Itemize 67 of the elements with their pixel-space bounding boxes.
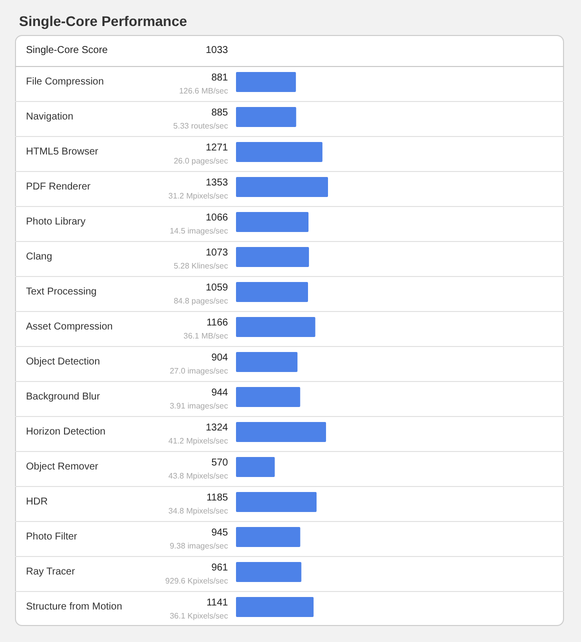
data-label: 570	[211, 458, 228, 468]
y-tick-label: Object Detection	[26, 356, 100, 368]
y-tick-label: Text Processing	[26, 286, 97, 298]
y-tick-label: Background Blur	[26, 392, 101, 402]
y-tick-label: Photo Library	[26, 216, 86, 228]
bar	[236, 492, 317, 512]
y-tick-label: HTML5 Browser	[26, 146, 99, 158]
text: 84.8 pages/sec	[174, 296, 228, 306]
data-label: 1185	[206, 492, 228, 504]
text: 5.33 routes/sec	[173, 122, 228, 130]
bar	[236, 352, 298, 372]
y-tick-label: Horizon Detection	[26, 426, 106, 438]
bar	[236, 107, 296, 127]
text: 14.5 images/sec	[170, 226, 228, 236]
bar	[236, 247, 309, 267]
y-tick-label: Clang	[26, 252, 52, 262]
bar	[236, 387, 300, 407]
y-tick-label: HDR	[26, 496, 48, 508]
data-label: 904	[211, 352, 228, 364]
text: 126.6 MB/sec	[179, 86, 228, 96]
y-tick-label: Ray Tracer	[26, 566, 76, 578]
data-label: 1066	[206, 212, 228, 224]
data-label: 944	[211, 388, 228, 398]
bar	[236, 177, 328, 197]
data-label: 885	[211, 108, 228, 118]
data-label: 1141	[206, 598, 228, 608]
text: 5.28 Klines/sec	[174, 262, 228, 270]
text: 27.0 images/sec	[170, 366, 228, 376]
text: 36.1 Kpixels/sec	[170, 612, 228, 620]
bar	[236, 457, 275, 477]
y-tick-label: Structure from Motion	[26, 602, 122, 612]
text: 9.38 images/sec	[170, 542, 228, 550]
text: 36.1 MB/sec	[184, 332, 228, 340]
data-label: 1324	[206, 422, 228, 434]
bar	[236, 527, 300, 547]
y-tick-label: Navigation	[26, 112, 74, 122]
text: Single-Core Performance	[19, 13, 188, 29]
text: 34.8 Mpixels/sec	[168, 506, 228, 516]
bar	[236, 72, 296, 92]
data-label: 945	[211, 528, 228, 538]
bar	[236, 597, 314, 617]
text: 1033	[206, 45, 228, 56]
text: 31.2 Mpixels/sec	[168, 192, 228, 200]
y-tick-label: File Compression	[26, 76, 104, 88]
text: 43.8 Mpixels/sec	[168, 472, 228, 480]
data-label: 1073	[206, 248, 228, 258]
data-label: 1166	[206, 318, 228, 328]
y-tick-label: Object Remover	[26, 462, 99, 472]
text: 929.6 Kpixels/sec	[165, 576, 228, 586]
bar	[236, 422, 326, 442]
bar	[236, 282, 308, 302]
data-label: 881	[211, 72, 228, 84]
y-tick-label: Photo Filter	[26, 532, 78, 542]
bar	[236, 212, 308, 232]
data-label: 1059	[206, 282, 228, 294]
y-tick-label: Asset Compression	[26, 322, 113, 332]
text: Single-Core Score	[26, 45, 108, 56]
data-label: 961	[211, 562, 228, 574]
bar	[236, 562, 302, 582]
text: 41.2 Mpixels/sec	[168, 436, 228, 446]
data-label: 1271	[206, 142, 228, 154]
data-label: 1353	[206, 178, 228, 188]
text: 3.91 images/sec	[170, 402, 228, 410]
bar	[236, 317, 316, 337]
y-tick-label: PDF Renderer	[26, 182, 92, 192]
text: 26.0 pages/sec	[174, 156, 228, 166]
bar	[236, 142, 322, 162]
